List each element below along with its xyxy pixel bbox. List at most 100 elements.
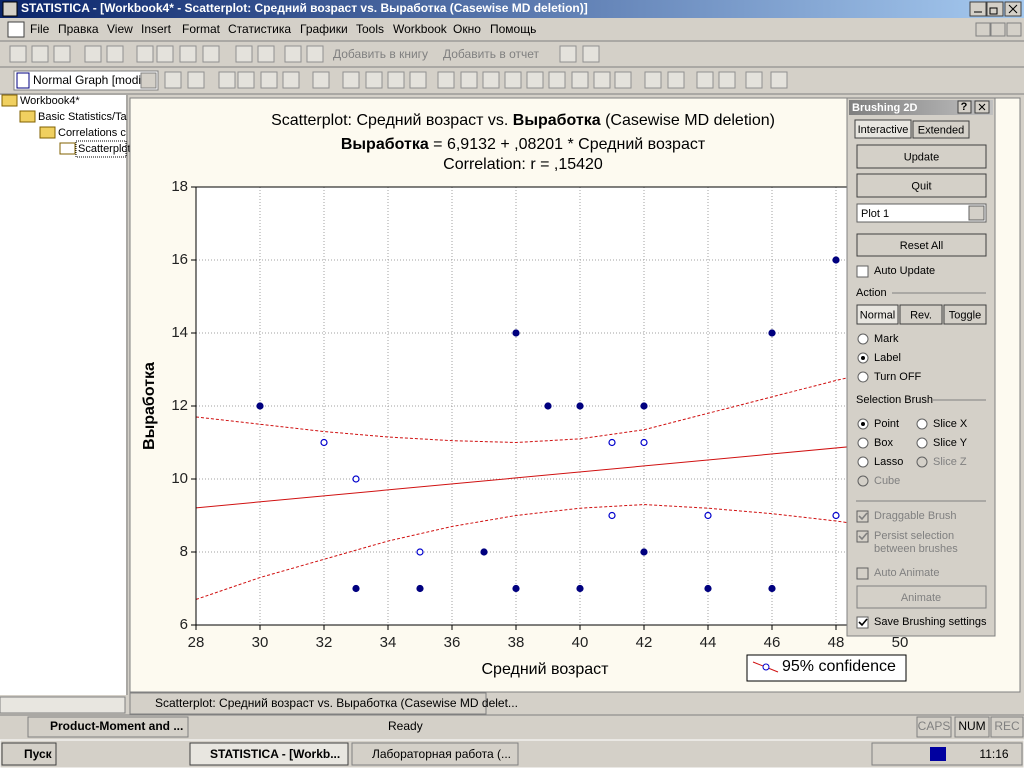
toolbar-button[interactable] [156, 45, 174, 63]
radio[interactable] [857, 437, 869, 449]
toolbar-button[interactable] [342, 71, 360, 89]
task-statistica[interactable] [189, 742, 349, 766]
button-label: Reset All [900, 240, 943, 252]
maximize-button[interactable] [986, 1, 1004, 17]
button[interactable] [856, 233, 987, 257]
plot-select[interactable] [856, 203, 987, 223]
select-arrow[interactable] [968, 205, 985, 221]
minimize-button[interactable] [969, 1, 987, 17]
check-mark [858, 512, 868, 521]
menu-item[interactable]: Insert [141, 22, 172, 36]
correlation: Correlation: r = ,15420 [443, 156, 603, 173]
document-tab[interactable] [129, 692, 487, 715]
toolbar-button[interactable] [282, 71, 300, 89]
toolbar-button[interactable] [460, 71, 478, 89]
child-minimize[interactable] [975, 22, 991, 37]
toolbar-button[interactable] [284, 45, 302, 63]
toolbar-button[interactable] [106, 45, 124, 63]
checkbox[interactable] [856, 265, 869, 278]
toolbar-button[interactable] [548, 71, 566, 89]
mode-button[interactable] [943, 304, 987, 325]
toolbar-button[interactable] [9, 45, 27, 63]
task-button[interactable] [27, 716, 189, 738]
toolbar-button[interactable] [409, 71, 427, 89]
mode-button[interactable] [856, 304, 899, 325]
menu-item[interactable]: Помощь [490, 22, 536, 36]
toolbar-button[interactable] [31, 45, 49, 63]
toolbar-button[interactable] [582, 45, 600, 63]
menu-item[interactable]: View [107, 22, 133, 36]
help-button[interactable] [957, 100, 972, 114]
tree-item[interactable]: Correlations c [58, 127, 126, 139]
checkbox[interactable] [856, 616, 869, 629]
tree-scrollbar[interactable] [0, 696, 126, 714]
menu-item[interactable]: Окно [453, 22, 481, 36]
point-open [352, 475, 360, 483]
status-key-label: NUM [958, 719, 985, 733]
graph-combo[interactable] [13, 70, 159, 91]
toolbar-button[interactable] [745, 71, 763, 89]
toolbar-button[interactable] [571, 71, 589, 89]
radio[interactable] [857, 456, 869, 468]
menu-item[interactable]: File [30, 22, 50, 36]
menu-item[interactable]: Статистика [228, 22, 291, 36]
child-close[interactable] [1006, 22, 1022, 37]
tree-item[interactable]: Basic Statistics/Ta [38, 111, 128, 123]
tree-item[interactable]: Scatterplot [78, 143, 131, 155]
tree-item[interactable]: Workbook4* [20, 95, 80, 107]
toolbar-button[interactable] [614, 71, 632, 89]
toolbar-button[interactable] [312, 71, 330, 89]
lang-indicator[interactable] [930, 747, 946, 761]
toolbar-button[interactable] [526, 71, 544, 89]
radio[interactable] [916, 418, 928, 430]
toolbar-button[interactable] [53, 45, 71, 63]
task-word[interactable] [351, 742, 519, 766]
toolbar-button[interactable] [718, 71, 736, 89]
radio[interactable] [857, 333, 869, 345]
toolbar-button[interactable] [482, 71, 500, 89]
tab[interactable] [912, 120, 970, 139]
menu-item[interactable]: Правка [58, 22, 99, 36]
toolbar-button[interactable] [387, 71, 405, 89]
toolbar-button[interactable] [667, 71, 685, 89]
child-restore[interactable] [990, 22, 1006, 37]
toolbar-button[interactable] [306, 45, 324, 63]
toolbar-button[interactable] [644, 71, 662, 89]
toolbar-button[interactable] [504, 71, 522, 89]
toolbar-button[interactable] [218, 71, 236, 89]
toolbar-button[interactable] [136, 45, 154, 63]
toolbar-text[interactable]: Добавить в книгу [333, 47, 428, 61]
toolbar-button[interactable] [202, 45, 220, 63]
toolbar-button[interactable] [696, 71, 714, 89]
toolbar-button[interactable] [179, 45, 197, 63]
toolbar-text[interactable]: Добавить в отчет [443, 47, 540, 61]
panel-label: Turn OFF [874, 371, 922, 383]
toolbar-button[interactable] [84, 45, 102, 63]
menu-item[interactable]: Workbook [393, 22, 448, 36]
x-tick-label: 32 [316, 634, 333, 651]
radio[interactable] [857, 371, 869, 383]
combo-arrow[interactable] [140, 72, 157, 89]
menu-item[interactable]: Графики [300, 22, 348, 36]
toolbar-button[interactable] [164, 71, 182, 89]
radio[interactable] [916, 437, 928, 449]
button[interactable] [856, 144, 987, 169]
toolbar-button[interactable] [257, 45, 275, 63]
toolbar-button[interactable] [235, 45, 253, 63]
menu-item[interactable]: Tools [356, 22, 384, 36]
toolbar-button[interactable] [260, 71, 278, 89]
toolbar-button[interactable] [237, 71, 255, 89]
mode-button[interactable] [899, 304, 943, 325]
tab[interactable] [854, 119, 912, 139]
toolbar-button[interactable] [593, 71, 611, 89]
button[interactable] [856, 173, 987, 198]
point-filled [480, 548, 488, 556]
title-bar [0, 0, 1024, 18]
toolbar-button[interactable] [365, 71, 383, 89]
start-button[interactable] [1, 742, 57, 766]
toolbar-button[interactable] [770, 71, 788, 89]
menu-item[interactable]: Format [182, 22, 221, 36]
toolbar-button[interactable] [187, 71, 205, 89]
toolbar-button[interactable] [559, 45, 577, 63]
toolbar-button[interactable] [437, 71, 455, 89]
